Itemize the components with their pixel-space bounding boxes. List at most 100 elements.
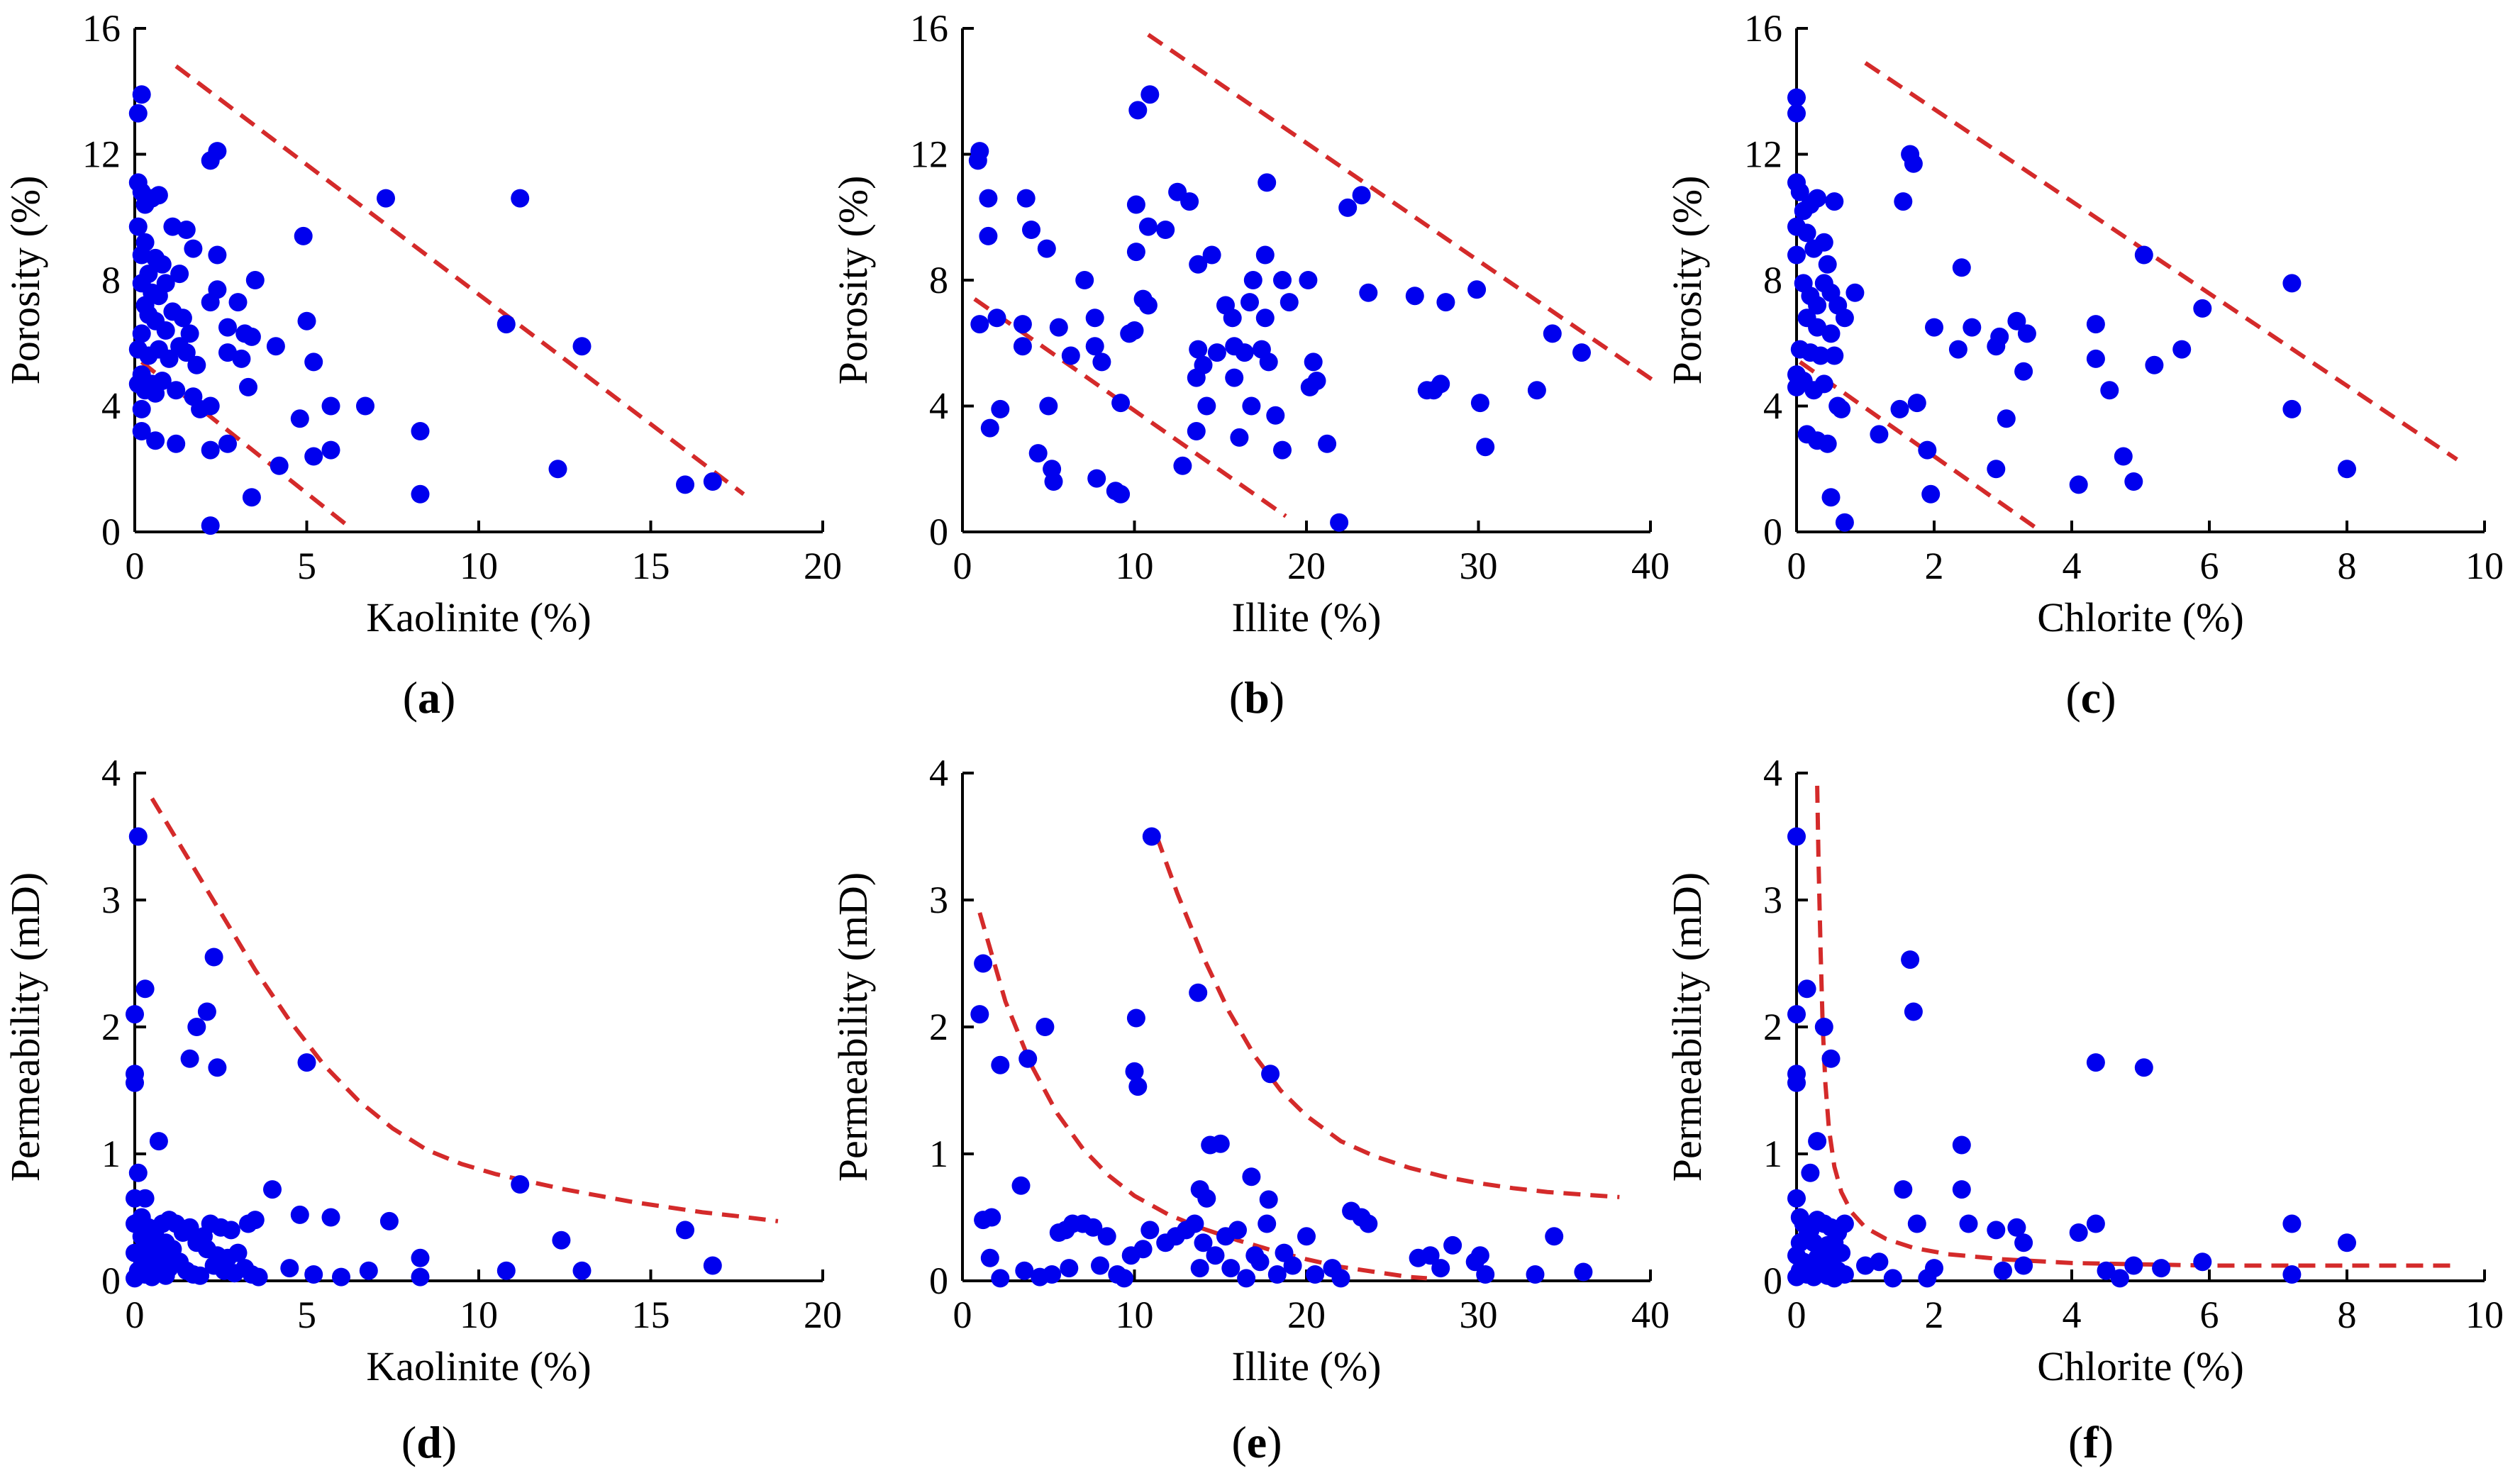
panel-b-x-tick-label: 30 — [1460, 545, 1498, 587]
panel-a-data-point — [201, 396, 220, 416]
panel-e-data-point — [1574, 1262, 1593, 1282]
panel-f-data-point — [2110, 1269, 2129, 1288]
panel-c-data-point — [2282, 274, 2302, 293]
panel-d-data-point — [191, 1266, 210, 1285]
panel-e-label: (e) — [1231, 1417, 1282, 1467]
panel-f-y-axis-label: Permeability (mD) — [1664, 872, 1710, 1182]
panel-b-data-point — [1431, 374, 1450, 394]
panel-b-data-point — [1111, 394, 1131, 413]
panel-a-label: (a) — [403, 672, 456, 723]
panel-c-data-point — [1870, 425, 1889, 444]
panel-f-data-point — [2124, 1256, 2143, 1275]
panel-b-data-point — [970, 315, 989, 334]
panel-c-data-point — [1821, 488, 1841, 507]
panel-b-data-point — [1202, 245, 1221, 265]
panel-a-data-point — [208, 142, 227, 161]
panel-a-data-point — [266, 337, 285, 356]
panel-b-x-tick-label: 20 — [1287, 545, 1326, 587]
panel-a-data-point — [180, 324, 199, 343]
panel-b-data-point — [1138, 296, 1158, 315]
panel-d-data-point — [572, 1261, 592, 1280]
panel-c-data-point — [1894, 192, 1913, 211]
panel-b-data-point — [1242, 396, 1261, 416]
panel-f-x-tick-label: 0 — [1787, 1294, 1806, 1336]
panel-f-x-tick-label: 10 — [2465, 1294, 2504, 1336]
panel-b-data-point — [1028, 444, 1048, 463]
panel-c-data-point — [1921, 484, 1941, 504]
panel-f-data-point — [1821, 1049, 1841, 1068]
panel-d-data-point — [180, 1049, 199, 1068]
panel-b-y-axis-label: Porosity (%) — [830, 176, 876, 385]
panel-b-data-point — [1087, 469, 1106, 488]
panel-a-data-point — [184, 239, 203, 258]
panel-a-y-tick-label: 0 — [101, 511, 121, 553]
panel-a-data-point — [232, 349, 251, 368]
panel-c-data-point — [1808, 318, 1827, 337]
panel-b-x-tick-label: 40 — [1631, 545, 1670, 587]
panel-b-data-point — [1230, 428, 1249, 447]
panel-e-data-point — [1142, 827, 1161, 846]
panel-b-data-point — [1300, 377, 1319, 396]
panel-f-y-tick-label: 2 — [1763, 1006, 1782, 1048]
panel-d-x-tick-label: 10 — [460, 1294, 498, 1336]
panel-c-x-tick-label: 8 — [2338, 545, 2357, 587]
panel-e-y-tick-label: 4 — [929, 752, 948, 794]
panel-a-data-point — [132, 399, 151, 418]
panel-f-data-point — [2097, 1261, 2116, 1280]
panel-b-data-point — [1273, 440, 1292, 460]
panel-b-data-point — [1194, 355, 1213, 374]
panel-f-data-point — [2134, 1058, 2153, 1077]
panel-c-trend-line-2 — [1799, 360, 2039, 531]
panel-e-data-point — [980, 1248, 999, 1267]
panel-a-data-point — [242, 327, 261, 346]
panel-a-data-point — [201, 516, 220, 535]
panel-e-data-point — [1526, 1265, 1545, 1284]
panel-d-data-point — [128, 1163, 148, 1182]
panel-e-data-point — [1091, 1256, 1109, 1275]
panel-c-data-point — [2193, 299, 2212, 318]
panel-b-data-point — [979, 226, 998, 245]
panel-e-data-point — [1189, 983, 1208, 1002]
panel-a-data-point — [177, 343, 196, 362]
panel-c-label-letter: c — [2081, 672, 2101, 723]
panel-a-data-point — [245, 271, 265, 289]
panel-c-data-point — [2007, 311, 2026, 330]
panel-b-data-point — [1259, 352, 1278, 372]
panel-e-x-tick-label: 30 — [1460, 1294, 1498, 1336]
panel-e-data-point — [1060, 1259, 1079, 1278]
panel-c-data-point — [1821, 324, 1841, 343]
panel-a-data-point — [321, 396, 340, 416]
panel-b-data-point — [1126, 243, 1145, 262]
panel-c-data-point — [1825, 192, 1844, 211]
panel-d-data-point — [411, 1248, 430, 1267]
panel-e-label-letter: e — [1247, 1417, 1267, 1467]
panel-a-data-point — [218, 343, 237, 362]
panel-d-data-point — [280, 1259, 299, 1278]
panel-c-data-point — [2069, 475, 2088, 494]
panel-c-data-point — [2086, 349, 2105, 368]
panel-c-y-tick-label: 12 — [1744, 133, 1782, 176]
panel-e-data-point — [1115, 1269, 1133, 1288]
panel-c-x-tick-label: 6 — [2200, 545, 2219, 587]
panel-d-label: (d) — [401, 1417, 457, 1467]
panel-f-data-point — [1952, 1180, 1971, 1199]
panel-e-y-tick-label: 0 — [929, 1260, 948, 1302]
panel-e-data-point — [1011, 1176, 1031, 1195]
panel-d-y-tick-label: 3 — [101, 879, 121, 921]
panel-a-y-tick-label: 8 — [101, 259, 121, 301]
panel-e-data-point — [1421, 1246, 1440, 1265]
panel-e-y-axis-label: Permeability (mD) — [830, 872, 876, 1182]
panel-c-x-tick-label: 4 — [2063, 545, 2082, 587]
panel-d-data-point — [128, 827, 148, 846]
panel-e-data-point — [1545, 1227, 1564, 1246]
panel-c-data-point — [1835, 513, 1854, 532]
panel-e-data-point — [991, 1269, 1010, 1288]
panel-a-data-point — [173, 309, 192, 328]
panel-d-data-point — [304, 1265, 323, 1284]
panel-b-data-point — [1572, 343, 1591, 362]
panel-a-data-point — [132, 85, 151, 104]
panel-b-data-point — [1338, 198, 1358, 217]
panel-b-x-axis-label: Illite (%) — [1232, 594, 1382, 640]
panel-d-data-point — [208, 1058, 227, 1077]
